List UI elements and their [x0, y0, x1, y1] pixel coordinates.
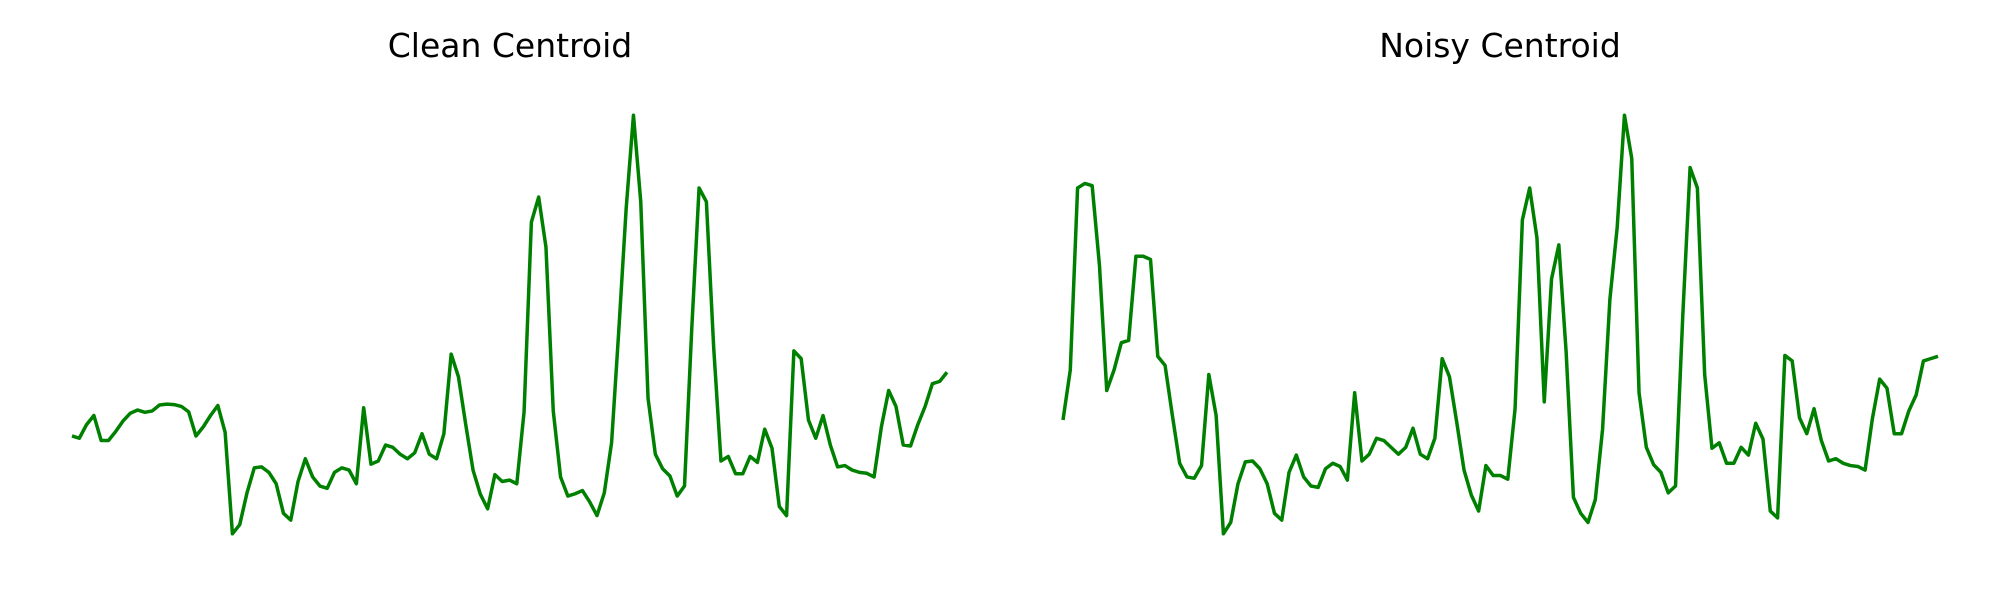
- series-line-noisy: [1061, 113, 1939, 536]
- panel-noisy-centroid: Noisy Centroid: [1061, 26, 1939, 536]
- series-line-clean: [71, 113, 949, 536]
- panel-clean-centroid: Clean Centroid: [71, 26, 949, 536]
- chart-title-clean: Clean Centroid: [388, 26, 633, 65]
- chart-title-noisy: Noisy Centroid: [1379, 26, 1621, 65]
